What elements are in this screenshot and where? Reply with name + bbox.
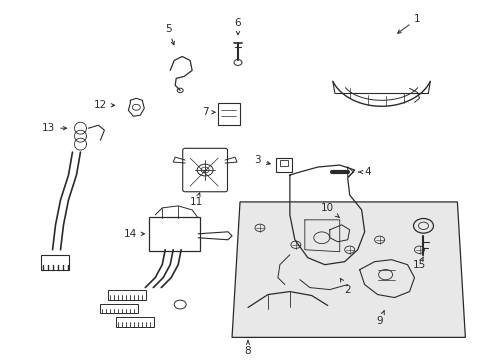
Text: 6: 6 bbox=[234, 18, 241, 35]
Bar bbox=[218, 103, 240, 125]
Text: 1: 1 bbox=[397, 14, 420, 33]
Bar bbox=[279, 160, 287, 166]
Bar bbox=[108, 289, 146, 300]
FancyBboxPatch shape bbox=[148, 217, 199, 251]
Polygon shape bbox=[232, 202, 465, 337]
Text: 8: 8 bbox=[244, 341, 251, 356]
Text: 4: 4 bbox=[358, 167, 370, 177]
Text: 9: 9 bbox=[376, 311, 384, 327]
Bar bbox=[41, 255, 68, 270]
FancyBboxPatch shape bbox=[183, 148, 227, 192]
Text: 2: 2 bbox=[340, 279, 350, 294]
Text: 12: 12 bbox=[94, 100, 114, 110]
Bar bbox=[116, 318, 154, 328]
Text: 11: 11 bbox=[189, 193, 203, 207]
Text: 7: 7 bbox=[202, 107, 215, 117]
Bar bbox=[275, 158, 291, 172]
Text: 14: 14 bbox=[123, 229, 144, 239]
Text: 5: 5 bbox=[164, 24, 174, 45]
Text: 13: 13 bbox=[42, 123, 66, 133]
Text: 3: 3 bbox=[254, 155, 270, 165]
Text: 10: 10 bbox=[321, 203, 339, 217]
Text: 15: 15 bbox=[412, 257, 425, 270]
Bar bbox=[100, 303, 138, 314]
